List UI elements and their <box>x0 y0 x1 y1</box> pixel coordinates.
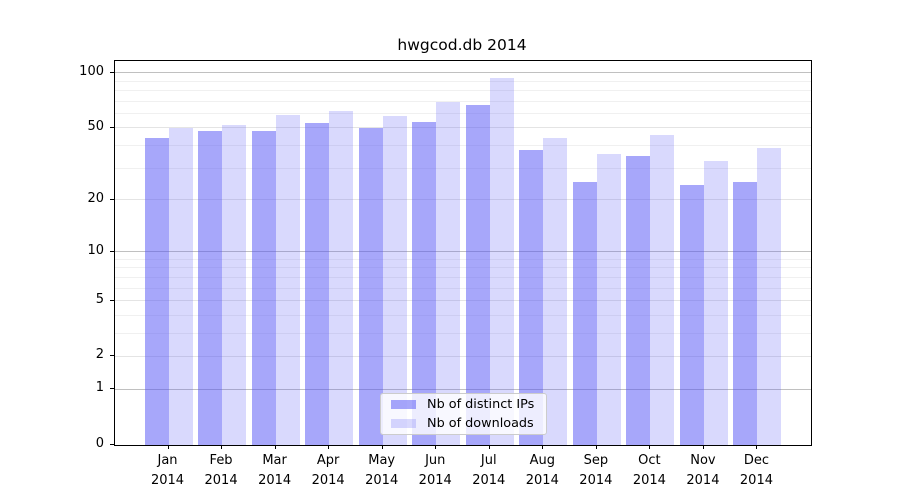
bar-feb-downloads <box>222 124 247 445</box>
bar-oct-downloads <box>650 134 675 445</box>
bar-may-downloads <box>382 116 407 445</box>
x-tick-mark-jul <box>488 445 490 449</box>
y-tick-label-1: 1 <box>95 380 104 396</box>
x-tick-label-aug: Aug 2014 <box>525 453 559 488</box>
x-tick-mark-may <box>381 445 383 449</box>
x-tick-mark-jun <box>435 445 437 449</box>
bar-jul-downloads <box>489 77 514 445</box>
x-tick-mark-jan <box>167 445 169 449</box>
x-tick-mark-nov <box>702 445 704 449</box>
y-tick-mark-20 <box>110 198 114 200</box>
x-tick-mark-mar <box>274 445 276 449</box>
bar-oct-distinct-ips <box>626 156 651 445</box>
x-tick-mark-feb <box>221 445 223 449</box>
x-tick-label-jan: Jan 2014 <box>150 453 185 488</box>
y-gridline-minor <box>115 276 811 278</box>
x-tick-mark-aug <box>542 445 544 449</box>
x-tick-label-jul: Jul 2014 <box>472 453 506 488</box>
bar-mar-distinct-ips <box>251 131 276 445</box>
bar-nov-downloads <box>703 160 728 445</box>
legend-swatch-downloads <box>391 419 416 428</box>
y-tick-mark-5 <box>110 299 114 301</box>
x-tick-label-may: May 2014 <box>365 453 399 488</box>
bar-jul-distinct-ips <box>465 104 490 445</box>
bar-sep-downloads <box>596 153 621 445</box>
x-tick-label-apr: Apr 2014 <box>311 453 345 488</box>
legend-item-distinct-ips: Nb of distinct IPs <box>387 397 540 412</box>
y-gridline-50 <box>115 127 811 129</box>
y-gridline-10 <box>115 251 811 253</box>
bar-jun-downloads <box>436 102 461 445</box>
bar-dec-distinct-ips <box>733 182 758 445</box>
y-gridline-1 <box>115 388 811 390</box>
y-gridline-minor <box>115 90 811 92</box>
y-gridline-minor <box>115 145 811 147</box>
y-tick-label-0: 0 <box>95 436 104 451</box>
x-tick-label-feb: Feb 2014 <box>204 453 238 488</box>
y-gridline-minor <box>115 113 811 115</box>
y-tick-mark-1 <box>110 388 114 390</box>
bar-may-distinct-ips <box>358 127 383 445</box>
y-gridline-2 <box>115 355 811 357</box>
y-gridline-minor <box>115 267 811 269</box>
bar-sep-distinct-ips <box>572 182 597 445</box>
y-gridline-100 <box>115 72 811 74</box>
x-tick-label-mar: Mar 2014 <box>258 453 292 488</box>
bar-apr-downloads <box>329 110 354 445</box>
x-tick-mark-dec <box>756 445 758 449</box>
bar-apr-distinct-ips <box>305 123 330 445</box>
y-gridline-minor <box>115 332 811 334</box>
x-tick-label-sep: Sep 2014 <box>579 453 613 488</box>
y-tick-label-2: 2 <box>95 347 104 363</box>
bar-jan-distinct-ips <box>144 138 169 445</box>
bar-aug-downloads <box>543 138 568 445</box>
y-tick-mark-50 <box>110 126 114 128</box>
y-tick-label-10: 10 <box>87 242 104 258</box>
chart-title: hwgcod.db 2014 <box>397 36 527 54</box>
plot-area <box>114 60 812 446</box>
y-tick-mark-0 <box>110 444 114 445</box>
bar-jun-distinct-ips <box>412 121 437 445</box>
bar-dec-downloads <box>757 147 782 445</box>
x-tick-label-dec: Dec 2014 <box>739 453 773 488</box>
legend-item-downloads: Nb of downloads <box>387 416 540 431</box>
legend-label-distinct-ips: Nb of distinct IPs <box>427 397 535 412</box>
bar-feb-distinct-ips <box>198 131 223 445</box>
y-tick-mark-2 <box>110 355 114 357</box>
y-tick-mark-100 <box>110 71 114 73</box>
legend: Nb of distinct IPs Nb of downloads <box>380 393 547 435</box>
y-gridline-minor <box>115 287 811 289</box>
y-tick-label-20: 20 <box>87 190 104 206</box>
bar-jan-downloads <box>168 127 193 445</box>
legend-swatch-distinct-ips <box>391 400 416 409</box>
y-tick-mark-10 <box>110 250 114 252</box>
y-gridline-minor <box>115 314 811 316</box>
x-tick-mark-apr <box>328 445 330 449</box>
y-gridline-20 <box>115 199 811 200</box>
legend-label-downloads: Nb of downloads <box>427 416 534 431</box>
x-tick-label-jun: Jun 2014 <box>418 453 452 488</box>
y-tick-label-50: 50 <box>87 118 104 134</box>
x-tick-label-nov: Nov 2014 <box>686 453 720 488</box>
y-gridline-minor <box>115 80 811 82</box>
bar-nov-distinct-ips <box>679 185 704 445</box>
y-tick-label-5: 5 <box>95 291 104 307</box>
y-gridline-minor <box>115 167 811 169</box>
x-tick-mark-oct <box>649 445 651 449</box>
y-gridline-5 <box>115 300 811 302</box>
y-gridline-minor <box>115 258 811 260</box>
x-tick-label-oct: Oct 2014 <box>632 453 666 488</box>
y-gridline-minor <box>115 100 811 102</box>
x-tick-mark-sep <box>595 445 597 449</box>
y-tick-label-100: 100 <box>79 63 104 79</box>
bar-mar-downloads <box>275 114 300 445</box>
